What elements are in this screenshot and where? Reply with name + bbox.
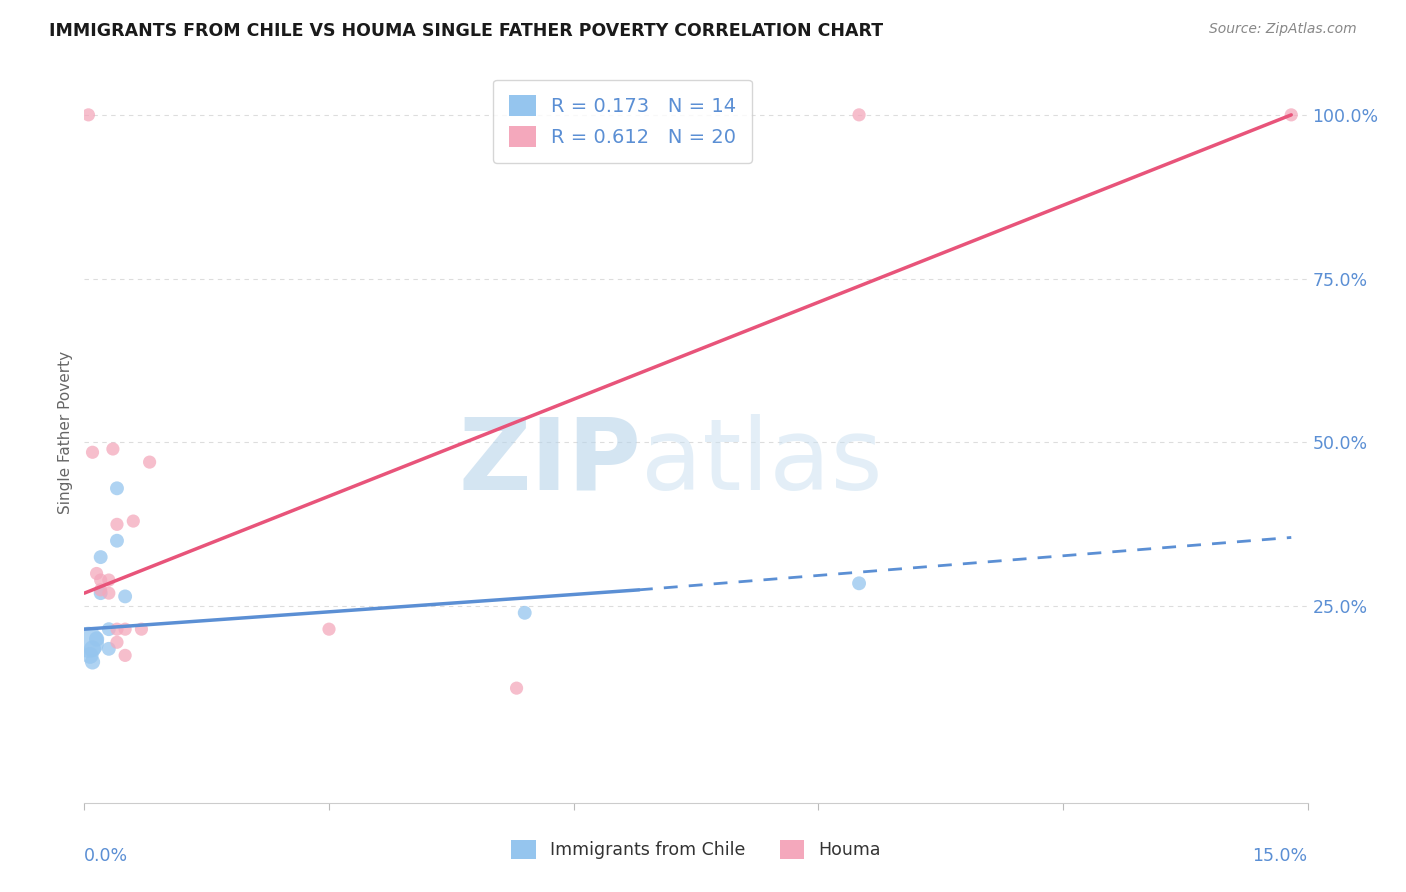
Text: 15.0%: 15.0%	[1253, 847, 1308, 865]
Text: IMMIGRANTS FROM CHILE VS HOUMA SINGLE FATHER POVERTY CORRELATION CHART: IMMIGRANTS FROM CHILE VS HOUMA SINGLE FA…	[49, 22, 883, 40]
Text: Source: ZipAtlas.com: Source: ZipAtlas.com	[1209, 22, 1357, 37]
Point	[138, 455, 160, 469]
Point	[105, 517, 128, 532]
Point	[79, 648, 101, 663]
Point	[97, 573, 120, 587]
Point	[105, 533, 128, 548]
Point	[131, 622, 153, 636]
Point	[86, 566, 108, 581]
Point	[97, 622, 120, 636]
Text: atlas: atlas	[641, 414, 883, 511]
Legend: Immigrants from Chile, Houma: Immigrants from Chile, Houma	[503, 831, 889, 868]
Point	[505, 681, 527, 695]
Point	[122, 514, 145, 528]
Point	[318, 622, 340, 636]
Point	[90, 586, 112, 600]
Point	[848, 576, 870, 591]
Point	[90, 582, 112, 597]
Point	[82, 445, 104, 459]
Point	[82, 641, 104, 656]
Point	[101, 442, 124, 456]
Point	[114, 622, 136, 636]
Point	[513, 606, 536, 620]
Y-axis label: Single Father Poverty: Single Father Poverty	[58, 351, 73, 514]
Point	[82, 655, 104, 669]
Point	[114, 648, 136, 663]
Point	[105, 622, 128, 636]
Point	[105, 635, 128, 649]
Point	[90, 573, 112, 587]
Text: 0.0%: 0.0%	[84, 847, 128, 865]
Point	[848, 108, 870, 122]
Point	[114, 590, 136, 604]
Point	[1279, 108, 1302, 122]
Point	[77, 108, 100, 122]
Point	[97, 641, 120, 656]
Text: ZIP: ZIP	[458, 414, 641, 511]
Point	[77, 635, 100, 649]
Point	[97, 586, 120, 600]
Point	[105, 481, 128, 495]
Point	[86, 632, 108, 646]
Point	[90, 550, 112, 565]
